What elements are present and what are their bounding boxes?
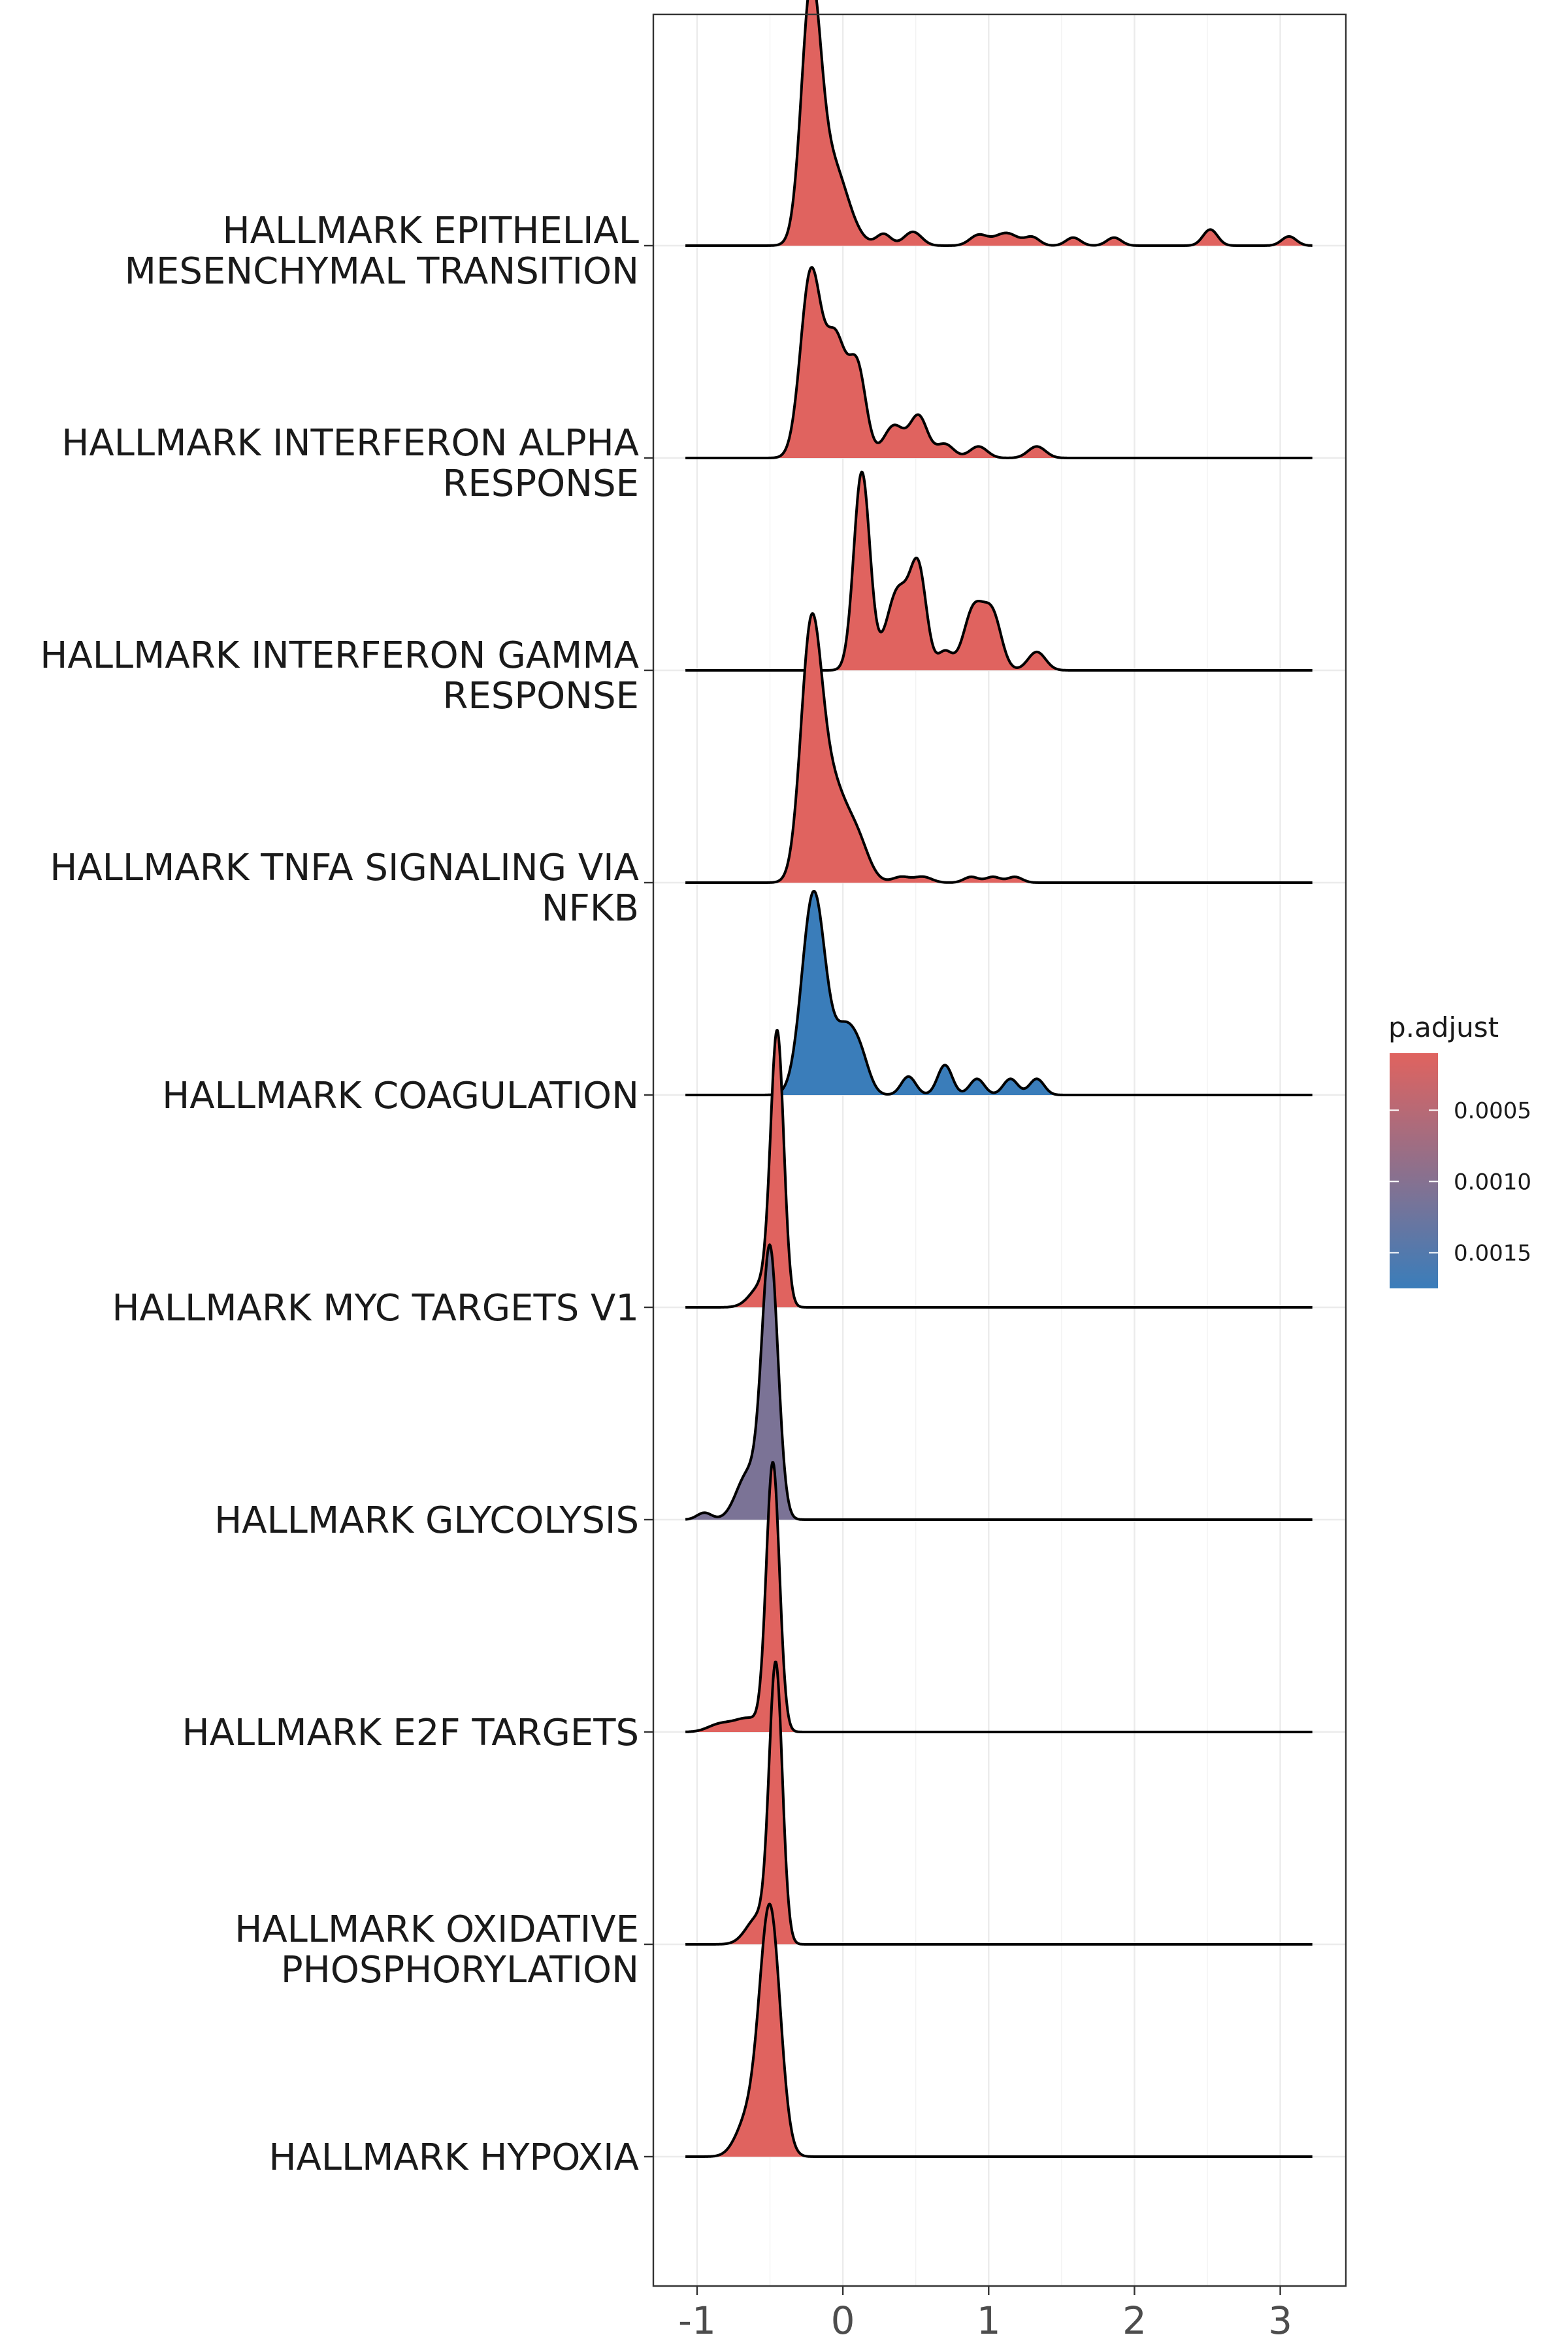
legend-tick-label-1: 0.0010 bbox=[1454, 1169, 1531, 1195]
y-label-0-line-0: HALLMARK EPITHELIAL bbox=[223, 210, 639, 252]
y-label-7-line-0: HALLMARK E2F TARGETS bbox=[182, 1712, 639, 1754]
ridge-7 bbox=[685, 1461, 1313, 1733]
y-label-3-line-1: NFKB bbox=[542, 887, 639, 930]
y-label-1-line-1: RESPONSE bbox=[442, 463, 639, 505]
ridge-area-9 bbox=[685, 1904, 1313, 2157]
legend-tick-label-0: 0.0005 bbox=[1454, 1098, 1531, 1124]
y-label-8-line-1: PHOSPHORYLATION bbox=[281, 1949, 639, 1991]
x-tick-label-4: 3 bbox=[1268, 2298, 1292, 2343]
y-label-0-line-1: MESENCHYMAL TRANSITION bbox=[125, 250, 639, 293]
ridge-9 bbox=[685, 1903, 1313, 2158]
ridge-line-0 bbox=[685, 0, 1313, 247]
x-axis: -1 0 1 2 3 bbox=[678, 2286, 1292, 2343]
ridge-line-8 bbox=[685, 1660, 1313, 1946]
ridge-line-9 bbox=[685, 1903, 1313, 2158]
ridge-line-1 bbox=[685, 266, 1313, 459]
ridge-2 bbox=[685, 470, 1313, 672]
ridge-line-6 bbox=[685, 1243, 1313, 1521]
legend-colorbar bbox=[1390, 1053, 1438, 1288]
ridge-area-0 bbox=[685, 0, 1313, 246]
ridge-0 bbox=[685, 0, 1313, 247]
ridge-3 bbox=[685, 612, 1313, 884]
x-tick-label-0: -1 bbox=[678, 2298, 716, 2343]
y-label-1-line-0: HALLMARK INTERFERON ALPHA bbox=[61, 422, 639, 465]
legend-ticks: 0.0005 0.0010 0.0015 bbox=[1390, 1098, 1531, 1266]
legend: p.adjust 0.0005 0.0010 0.0015 bbox=[1388, 1011, 1531, 1288]
y-label-8-line-0: HALLMARK OXIDATIVE bbox=[235, 1908, 639, 1951]
x-tick-label-2: 1 bbox=[977, 2298, 1001, 2343]
ridge-line-5 bbox=[685, 1028, 1313, 1309]
y-label-2-line-1: RESPONSE bbox=[442, 675, 639, 717]
y-label-9-line-0: HALLMARK HYPOXIA bbox=[269, 2136, 639, 2179]
ridge-1 bbox=[685, 266, 1313, 459]
y-label-3-line-0: HALLMARK TNFA SIGNALING VIA bbox=[50, 847, 639, 889]
ridge-6 bbox=[685, 1243, 1313, 1521]
ridge-line-7 bbox=[685, 1461, 1313, 1733]
ridge-line-4 bbox=[685, 890, 1313, 1096]
y-label-6-line-0: HALLMARK GLYCOLYSIS bbox=[214, 1499, 639, 1542]
ridge-layer bbox=[685, 0, 1313, 2158]
ridge-line-3 bbox=[685, 612, 1313, 884]
x-tick-label-1: 0 bbox=[831, 2298, 855, 2343]
ridge-area-1 bbox=[685, 267, 1313, 458]
ridge-area-3 bbox=[685, 613, 1313, 883]
ridge-8 bbox=[685, 1660, 1313, 1946]
y-label-4-line-0: HALLMARK COAGULATION bbox=[162, 1075, 639, 1117]
ridge-area-6 bbox=[685, 1245, 1313, 1520]
legend-tick-label-2: 0.0015 bbox=[1454, 1240, 1531, 1266]
y-label-5-line-0: HALLMARK MYC TARGETS V1 bbox=[112, 1287, 639, 1330]
ridge-4 bbox=[685, 890, 1313, 1096]
ridge-area-4 bbox=[685, 891, 1313, 1095]
ridge-5 bbox=[685, 1028, 1313, 1309]
x-tick-label-3: 2 bbox=[1122, 2298, 1147, 2343]
legend-title: p.adjust bbox=[1388, 1011, 1499, 1043]
panel-border bbox=[652, 13, 1347, 2287]
ridge-line-2 bbox=[685, 470, 1313, 672]
y-label-2-line-0: HALLMARK INTERFERON GAMMA bbox=[40, 634, 639, 677]
